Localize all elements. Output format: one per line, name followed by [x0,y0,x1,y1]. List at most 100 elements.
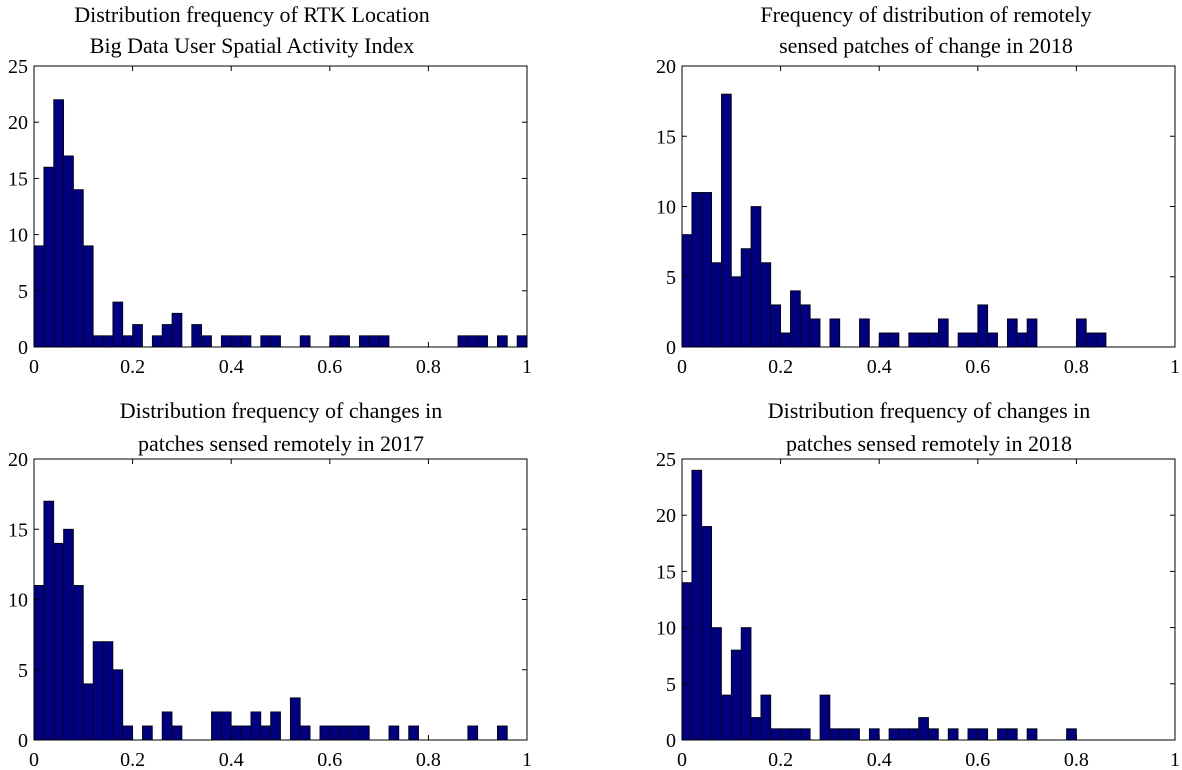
subplot-1-bar-25 [358,335,370,348]
subplot-3-bar-30 [467,725,479,741]
subplot-2-bar-4 [711,262,722,348]
subplot-3-bar-15 [220,711,232,741]
subplot-1-bar-16 [201,335,212,348]
subplot-2-bar-13 [799,304,811,348]
subplot-4-ytick-label-2: 5 [666,674,676,696]
subplot-2-bar-6 [730,276,742,348]
subplot-2-title-line-2: sensed patches of change in 2018 [779,33,1073,58]
subplot-4-bar-26 [977,728,989,741]
subplot-1-bar-20 [260,335,272,348]
subplot-4-title-line-2: patches sensed remotely in 2018 [786,431,1072,456]
subplot-2-bar-21 [928,332,939,348]
subplot-3-bar-21 [289,697,301,741]
subplot-2-bar-7 [740,248,752,348]
subplot-4-ytick-label-3: 10 [656,618,676,640]
subplot-1-xtick-label-6: 1 [522,356,532,378]
subplot-3-ytick-label-1: 0 [18,730,28,752]
subplot-1-bar-24 [339,335,350,348]
subplot-3-bar-26 [349,725,360,741]
subplot-2-xtick-label-6: 1 [1170,356,1180,378]
subplot-2-bar-30 [1076,318,1087,348]
subplot-4-bar-6 [730,649,742,741]
subplot-1-bar-6 [82,245,94,348]
subplot-1-xtick-label-3: 0.4 [219,356,244,378]
subplot-1-ytick-label-4: 15 [8,168,28,190]
subplot-4-bar-9 [760,694,772,741]
subplot-2-bar-26 [987,332,998,348]
subplot-3-bar-6 [82,683,94,741]
subplot-1-ytick-label-6: 25 [8,56,28,78]
subplot-2-bar-2 [691,192,703,348]
subplot-2-ytick-label-3: 10 [656,197,676,219]
subplot-4-bar-10 [770,728,781,741]
subplot-4-bar-5 [721,694,732,741]
subplot-3-bar-22 [299,725,311,741]
subplot-4-bar-13 [799,728,811,741]
subplot-1-xtick-label-2: 0.2 [120,356,145,378]
subplot-3-bar-5 [73,585,84,741]
subplot-4-bar-25 [967,728,979,741]
subplot-1-axes-frame [33,65,528,348]
subplot-2-xtick-label-1: 0 [677,356,687,378]
subplot-4-bar-12 [790,728,801,741]
subplot-2-bar-23 [957,332,969,348]
subplot-4-bar-20 [898,728,910,741]
subplot-1-bar-22 [299,335,311,348]
subplot-3-bar-14 [211,711,222,741]
subplot-1-bar-2 [43,166,55,348]
subplot-4-bar-2 [691,469,703,741]
subplot-4-ytick-label-4: 15 [656,561,676,583]
subplot-4-xtick-label-6: 1 [1170,749,1180,770]
subplot-3-bar-23 [319,725,331,741]
subplot-2-bar-25 [977,304,989,348]
subplot-1-bar-17 [220,335,232,348]
subplot-4-bar-16 [839,728,851,741]
subplot-3-ytick-label-5: 20 [8,449,28,471]
subplot-1-bar-27 [378,335,390,348]
subplot-3-bar-9 [112,669,124,741]
subplot-3-title-line-2: patches sensed remotely in 2017 [138,431,424,456]
subplot-2-bar-14 [809,318,821,348]
subplot-4-bar-23 [928,728,939,741]
subplot-1-bar-14 [171,312,183,348]
subplot-2-bar-18 [888,332,900,348]
subplot-2-bar-22 [937,318,949,348]
subplot-4-ytick-label-1: 0 [666,730,676,752]
subplot-1-bar-31 [497,335,508,348]
subplot-2-ytick-label-1: 0 [666,337,676,359]
subplot-3-xtick-label-4: 0.6 [317,749,342,770]
subplot-4-axes-frame [681,458,1176,741]
subplot-3-ytick-label-4: 15 [8,519,28,541]
subplot-4-bar-18 [868,728,880,741]
subplot-3-bar-24 [329,725,341,741]
subplot-4-bar-17 [849,728,860,741]
subplot-2-bar-1 [681,234,693,348]
subplot-2-bar-3 [701,192,712,348]
subplot-4-bar-29 [1026,728,1038,741]
subplot-4-ytick-label-6: 25 [656,449,676,471]
subplot-4-xtick-label-3: 0.4 [867,749,892,770]
subplot-3-bar-11 [142,725,153,741]
subplot-2-xtick-label-3: 0.4 [867,356,892,378]
subplot-1-bar-11 [132,324,143,348]
subplot-1-bar-3 [53,99,64,348]
subplot-2-bar-19 [908,332,920,348]
subplot-2-xtick-label-2: 0.2 [768,356,793,378]
subplot-1-bar-29 [467,335,479,348]
subplot-4-bar-15 [829,728,841,741]
subplot-3-bar-8 [102,641,114,741]
subplot-3-bar-1 [33,585,45,741]
subplot-1-bar-30 [477,335,488,348]
subplot-1-title-line-2: Big Data User Spatial Activity Index [90,33,414,58]
subplot-1-bar-32 [516,335,528,348]
subplot-3-xtick-label-6: 1 [522,749,532,770]
subplot-1-xtick-label-4: 0.6 [317,356,342,378]
subplot-1-bar-5 [73,189,84,348]
subplot-2-xtick-label-5: 0.8 [1064,356,1089,378]
subplot-2-bar-32 [1095,332,1107,348]
subplot-4-bar-24 [947,728,959,741]
subplot-1-ytick-label-3: 10 [8,225,28,247]
subplot-4-bar-7 [740,627,752,741]
subplot-1-ytick-label-1: 0 [18,337,28,359]
subplot-3-ytick-label-3: 10 [8,590,28,612]
